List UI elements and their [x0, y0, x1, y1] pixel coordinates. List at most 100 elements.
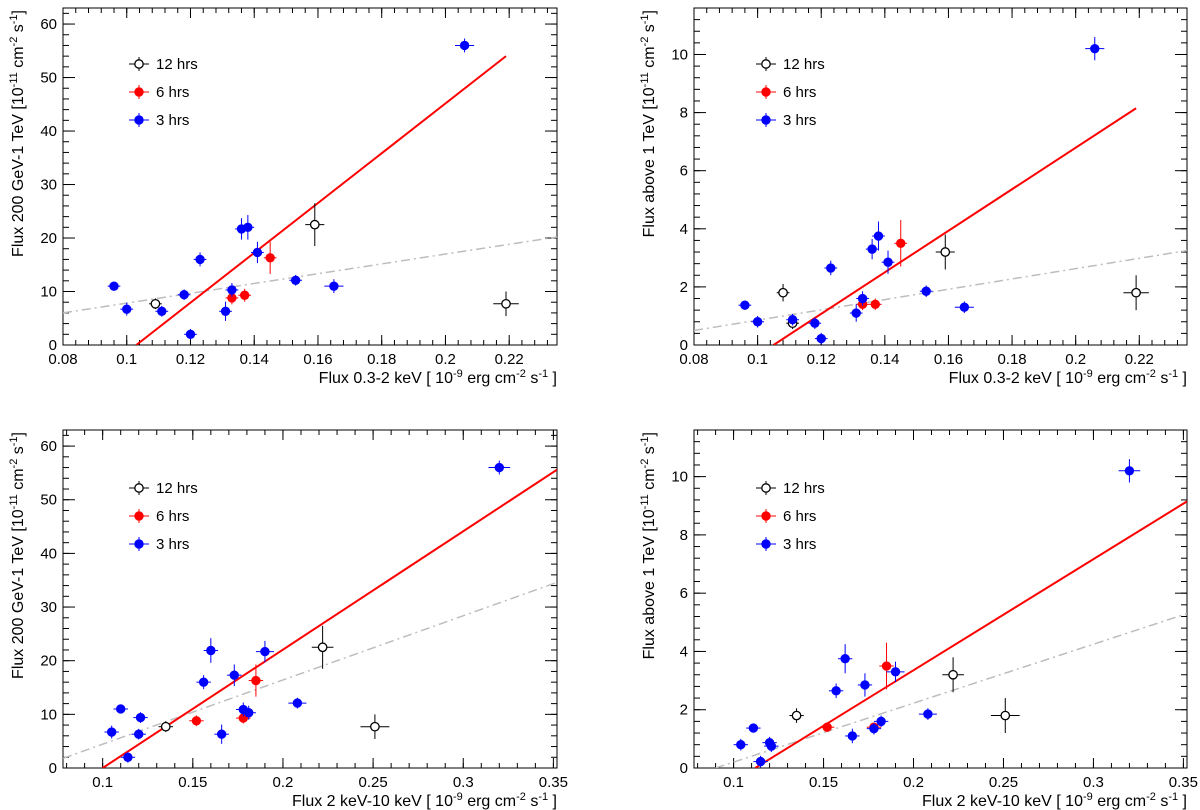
correlation-line-dashed — [694, 249, 1187, 332]
data-point-s12 — [370, 721, 380, 732]
data-point-s3 — [923, 709, 933, 719]
lines-layer — [694, 107, 1187, 345]
data-point-s3 — [227, 285, 237, 295]
correlation-line-dashed — [715, 612, 1187, 768]
legend-label-s12: 12 hrs — [783, 56, 825, 73]
data-point-s6 — [265, 253, 275, 263]
panel-bottom-right: 0.1 0.15 0.2 0.25 0.3 0.35 0 2 4 6 8 10 Flux 2 keV-1… — [639, 429, 1198, 810]
data-point-s3 — [109, 281, 119, 291]
data-point-s3 — [198, 677, 209, 687]
x-tick-label: 0.22 — [1125, 351, 1154, 368]
data-point-s3 — [122, 304, 132, 314]
lines-layer — [63, 468, 557, 768]
linear-fit-line — [772, 107, 1137, 345]
data-point-s3 — [840, 654, 850, 664]
data-point-s3 — [755, 756, 766, 767]
y-tick-label: 60 — [40, 16, 57, 33]
data-point-s3 — [179, 290, 189, 300]
panel-bottom-left: 0.1 0.15 0.2 0.25 0.3 0.35 0 10 20 30 40 50 60 Flux 2… — [8, 429, 568, 810]
data-point-s3 — [883, 257, 893, 267]
x-tick-label: 0.1 — [723, 774, 744, 791]
y-tick-label: 8 — [680, 105, 688, 122]
data-point-s12 — [150, 298, 161, 309]
data-point-s3 — [290, 275, 301, 285]
x-tick-label: 0.14 — [240, 351, 269, 368]
x-tick-label: 0.1 — [116, 351, 137, 368]
y-axis-title: Flux 200 GeV-1 TeV [10-11 cm-2 s-1] — [8, 432, 27, 679]
data-point-s3 — [851, 308, 861, 318]
linear-fit-line — [754, 500, 1187, 768]
data-point-s3 — [1090, 43, 1100, 54]
x-axis-title: Flux 2 keV-10 keV [ 10-9 erg cm-2 s-1 ] — [922, 791, 1187, 810]
x-tick-label: 0.3 — [1083, 774, 1104, 791]
data-point-s3 — [115, 704, 126, 714]
data-point-s3 — [216, 729, 227, 739]
legend-label-s6: 6 hrs — [156, 508, 189, 525]
y-tick-label: 6 — [680, 163, 688, 180]
data-point-s3 — [459, 40, 470, 51]
y-tick-label: 10 — [671, 46, 688, 63]
data-point-s3 — [816, 333, 826, 344]
y-tick-label: 6 — [680, 585, 688, 602]
data-point-s3 — [860, 680, 870, 690]
data-point-s3 — [243, 222, 253, 233]
legend-label-s6: 6 hrs — [783, 508, 816, 525]
y-tick-label: 40 — [40, 545, 57, 562]
y-axis-title: Flux above 1 TeV [10-11 cm-2 s-1] — [639, 432, 658, 659]
points-layer — [104, 460, 511, 763]
points-layer — [107, 38, 519, 340]
data-point-s6 — [251, 675, 261, 686]
legend-marker-s3 — [761, 115, 771, 125]
y-tick-label: 8 — [680, 527, 688, 544]
data-point-s3 — [826, 263, 836, 273]
y-axis-title: Flux 200 GeV-1 TeV [10-11 cm-2 s-1] — [8, 10, 27, 257]
data-point-s12 — [940, 247, 951, 257]
y-tick-label: 10 — [40, 284, 57, 301]
data-point-s3 — [292, 698, 303, 708]
points-layer — [738, 37, 1149, 345]
x-tick-label: 0.18 — [367, 351, 396, 368]
data-point-s3 — [329, 281, 339, 291]
y-tick-label: 0 — [680, 760, 688, 777]
legend-marker-s12 — [134, 59, 144, 69]
legend-label-s3: 3 hrs — [156, 536, 189, 553]
data-point-s3 — [847, 731, 858, 741]
data-point-s3 — [921, 286, 931, 296]
x-tick-label: 0.35 — [539, 774, 568, 791]
y-tick-label: 10 — [40, 706, 57, 723]
data-point-s3 — [959, 302, 970, 312]
data-point-s3 — [260, 646, 270, 657]
x-axis-title: Flux 2 keV-10 keV [ 10-9 erg cm-2 s-1 ] — [292, 791, 557, 810]
data-point-s3 — [876, 716, 886, 727]
correlation-line-dashed — [63, 236, 557, 314]
y-tick-label: 4 — [680, 643, 688, 660]
legend-marker-s6 — [761, 511, 771, 521]
legend-label-s12: 12 hrs — [156, 480, 198, 497]
linear-fit-line — [102, 468, 557, 768]
data-point-s3 — [748, 723, 759, 733]
data-point-s6 — [191, 716, 202, 726]
data-point-s3 — [195, 254, 205, 265]
data-point-s12 — [160, 721, 171, 732]
plot-frame — [62, 7, 558, 346]
plot-frame — [693, 429, 1188, 769]
legend-label-s6: 6 hrs — [783, 84, 816, 101]
legend-marker-s12 — [134, 483, 144, 493]
data-point-s12 — [317, 642, 328, 653]
data-point-s3 — [157, 306, 167, 316]
x-tick-label: 0.18 — [997, 351, 1026, 368]
y-tick-label: 50 — [40, 70, 57, 87]
legend-label-s3: 3 hrs — [783, 112, 816, 129]
data-point-s12 — [501, 298, 511, 309]
y-tick-label: 0 — [680, 337, 688, 354]
y-tick-label: 20 — [40, 230, 57, 247]
data-point-s3 — [206, 645, 216, 656]
plot-frame — [62, 429, 558, 769]
data-point-s3 — [252, 247, 263, 258]
x-tick-label: 0.15 — [809, 774, 838, 791]
data-point-s3 — [787, 315, 798, 325]
x-tick-label: 0.14 — [870, 351, 899, 368]
data-point-s3 — [123, 752, 133, 762]
y-tick-label: 2 — [680, 279, 688, 296]
